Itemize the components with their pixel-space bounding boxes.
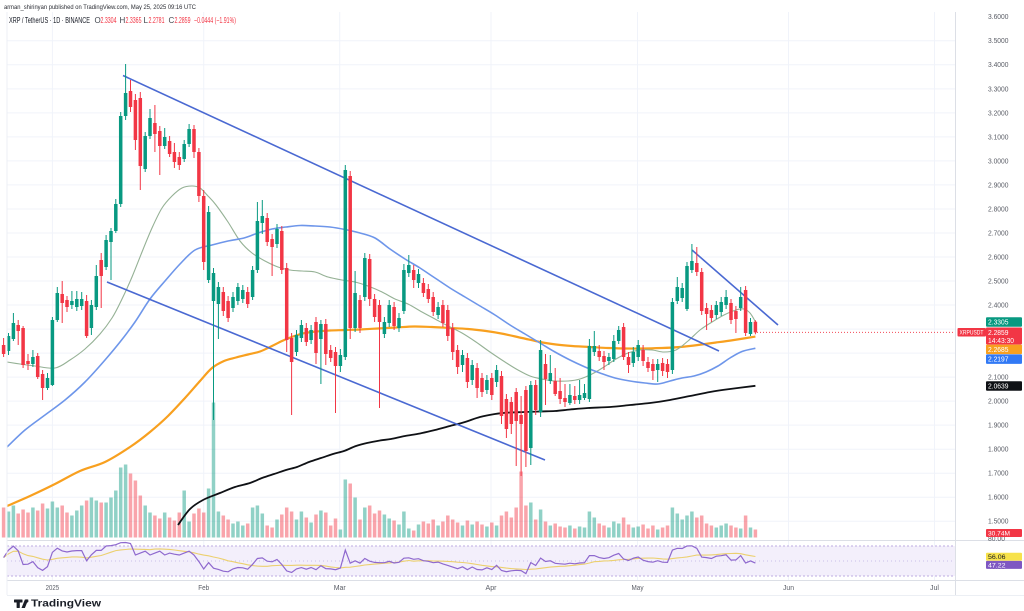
svg-text:1.8000: 1.8000: [988, 447, 1009, 454]
svg-text:47.22: 47.22: [988, 562, 1006, 569]
svg-text:3.6000: 3.6000: [988, 14, 1009, 21]
svg-text:1.7000: 1.7000: [988, 471, 1009, 478]
svg-text:2.2859: 2.2859: [988, 330, 1009, 337]
svg-text:3.3000: 3.3000: [988, 86, 1009, 93]
svg-text:XRPUSDT: XRPUSDT: [960, 330, 984, 337]
svg-text:2.8000: 2.8000: [988, 206, 1009, 213]
svg-text:2.3365: 2.3365: [126, 16, 142, 25]
svg-text:May: May: [632, 583, 644, 592]
svg-text:O: O: [95, 16, 101, 25]
svg-text:2.0639: 2.0639: [988, 383, 1009, 390]
svg-text:14:43:30: 14:43:30: [988, 338, 1014, 345]
svg-text:1.9000: 1.9000: [988, 423, 1009, 430]
svg-text:2.1000: 2.1000: [988, 375, 1009, 382]
svg-text:2025: 2025: [46, 583, 60, 592]
svg-text:3.4000: 3.4000: [988, 62, 1009, 69]
svg-text:L: L: [144, 16, 149, 25]
svg-text:2.5000: 2.5000: [988, 278, 1009, 285]
svg-text:2.7000: 2.7000: [988, 230, 1009, 237]
svg-text:XRP / TetherUS · 1D · BINANCE: XRP / TetherUS · 1D · BINANCE: [9, 16, 90, 25]
svg-text:2.2197: 2.2197: [988, 357, 1009, 364]
svg-text:2.6000: 2.6000: [988, 254, 1009, 261]
svg-text:−0.0444 (−1.91%): −0.0444 (−1.91%): [194, 16, 236, 25]
svg-text:2.9000: 2.9000: [988, 182, 1009, 189]
svg-text:3.0000: 3.0000: [988, 158, 1009, 165]
svg-text:2.2859: 2.2859: [175, 16, 191, 25]
svg-text:1.6000: 1.6000: [988, 495, 1009, 502]
svg-text:3.5000: 3.5000: [988, 38, 1009, 45]
svg-text:80.00: 80.00: [988, 536, 1005, 543]
svg-text:56.06: 56.06: [988, 554, 1006, 561]
svg-text:2.0000: 2.0000: [988, 399, 1009, 406]
svg-text:Jul: Jul: [930, 583, 939, 592]
svg-text:30.74M: 30.74M: [988, 530, 1010, 537]
svg-text:Mar: Mar: [334, 583, 346, 592]
svg-text:3.2000: 3.2000: [988, 110, 1009, 117]
svg-text:2.3304: 2.3304: [101, 16, 117, 25]
svg-text:1.5000: 1.5000: [988, 519, 1009, 526]
svg-text:2.3305: 2.3305: [988, 319, 1009, 326]
svg-text:Jun: Jun: [783, 583, 794, 592]
svg-text:2.2781: 2.2781: [149, 16, 165, 25]
svg-text:Feb: Feb: [198, 583, 209, 592]
svg-text:TradingView: TradingView: [31, 599, 101, 610]
svg-text:arman_shirinyan published on T: arman_shirinyan published on TradingView…: [4, 4, 196, 11]
svg-text:2.2685: 2.2685: [988, 347, 1009, 354]
svg-text:C: C: [169, 16, 175, 25]
svg-text:3.1000: 3.1000: [988, 134, 1009, 141]
svg-text:2.4000: 2.4000: [988, 302, 1009, 309]
svg-text:H: H: [120, 16, 126, 25]
svg-text:Apr: Apr: [486, 583, 497, 592]
